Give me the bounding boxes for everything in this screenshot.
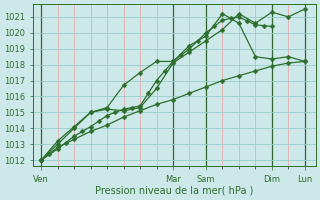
- X-axis label: Pression niveau de la mer( hPa ): Pression niveau de la mer( hPa ): [95, 186, 253, 196]
